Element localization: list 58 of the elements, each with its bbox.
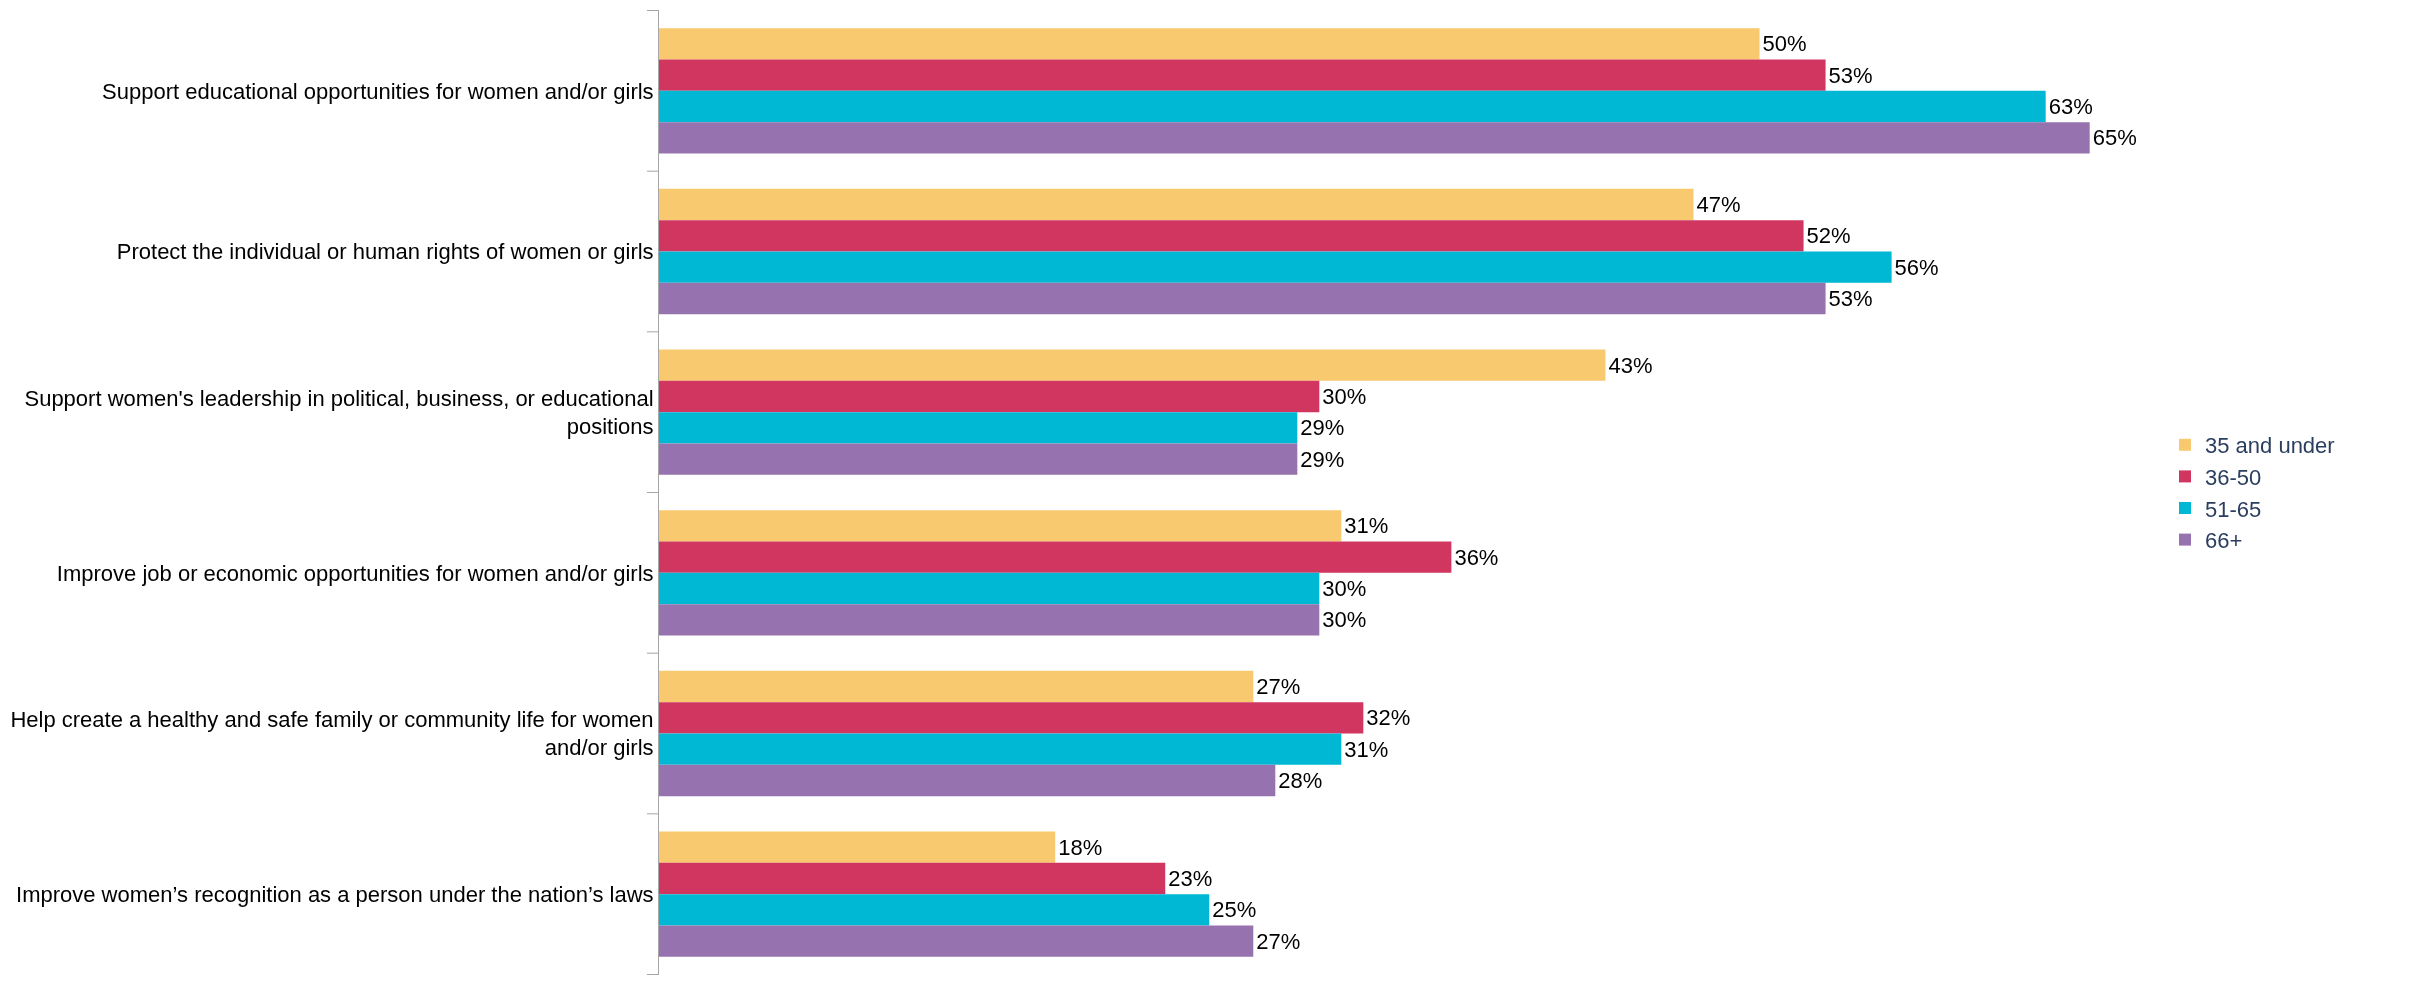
data-label: 28% xyxy=(1278,767,1323,793)
data-label: 52% xyxy=(1806,223,1851,249)
bar xyxy=(659,251,1892,283)
data-label: 53% xyxy=(1828,62,1873,88)
data-label: 29% xyxy=(1300,415,1345,441)
data-label: 43% xyxy=(1608,352,1653,378)
data-label: 30% xyxy=(1322,384,1367,410)
bar xyxy=(659,510,1342,542)
bar xyxy=(659,831,1056,863)
data-label: 23% xyxy=(1168,866,1213,892)
bar xyxy=(659,894,1210,926)
y-tick-label: Support educational opportunities for women and/or girls xyxy=(102,78,654,104)
bar xyxy=(659,702,1364,734)
legend-label: 35 and under xyxy=(2205,433,2335,459)
bar xyxy=(659,282,1826,315)
data-label: 25% xyxy=(1212,897,1257,923)
bar xyxy=(659,28,1760,60)
bar xyxy=(659,604,1320,636)
bar xyxy=(659,733,1342,765)
bar xyxy=(659,541,1452,573)
legend-label: 66+ xyxy=(2205,528,2243,554)
y-tick-label: Protect the individual or human rights of women or girls xyxy=(116,239,654,265)
bar xyxy=(659,59,1826,91)
data-label: 29% xyxy=(1300,446,1345,472)
bar xyxy=(659,380,1320,413)
bar xyxy=(659,122,2090,154)
bar xyxy=(659,572,1320,605)
data-label: 18% xyxy=(1058,834,1103,860)
bar xyxy=(659,349,1606,381)
bar xyxy=(659,412,1298,444)
y-tick-label: Support women's leadership in political, business, or educational positions xyxy=(24,385,654,440)
data-label: 31% xyxy=(1344,513,1389,539)
bar xyxy=(659,925,1254,957)
data-label: 36% xyxy=(1454,544,1499,570)
bar xyxy=(659,90,2046,123)
data-label: 27% xyxy=(1256,928,1301,954)
y-tick-label: Improve job or economic opportunities for women and/or girls xyxy=(56,560,654,586)
data-label: 31% xyxy=(1344,736,1389,762)
data-label: 30% xyxy=(1322,607,1367,633)
data-label: 47% xyxy=(1696,192,1741,218)
data-label: 30% xyxy=(1322,575,1367,601)
data-label: 63% xyxy=(2048,94,2093,119)
legend-label: 36-50 xyxy=(2205,464,2262,490)
bar xyxy=(659,862,1166,895)
bar xyxy=(659,764,1276,797)
data-label: 56% xyxy=(1894,254,1939,280)
data-label: 50% xyxy=(1762,31,1807,57)
data-label: 53% xyxy=(1828,285,1873,311)
data-label: 32% xyxy=(1366,705,1411,731)
data-label: 27% xyxy=(1256,674,1301,700)
bar xyxy=(659,443,1298,475)
bar xyxy=(659,220,1804,252)
data-label: 65% xyxy=(2092,125,2137,151)
y-tick-label: Improve women’s recognition as a person under the nation’s laws xyxy=(16,881,654,907)
legend-label: 51-65 xyxy=(2205,496,2262,522)
bar xyxy=(659,670,1254,703)
y-tick-label: Help create a healthy and safe family or community life for women and/or girls xyxy=(10,706,654,761)
bar xyxy=(659,188,1694,221)
